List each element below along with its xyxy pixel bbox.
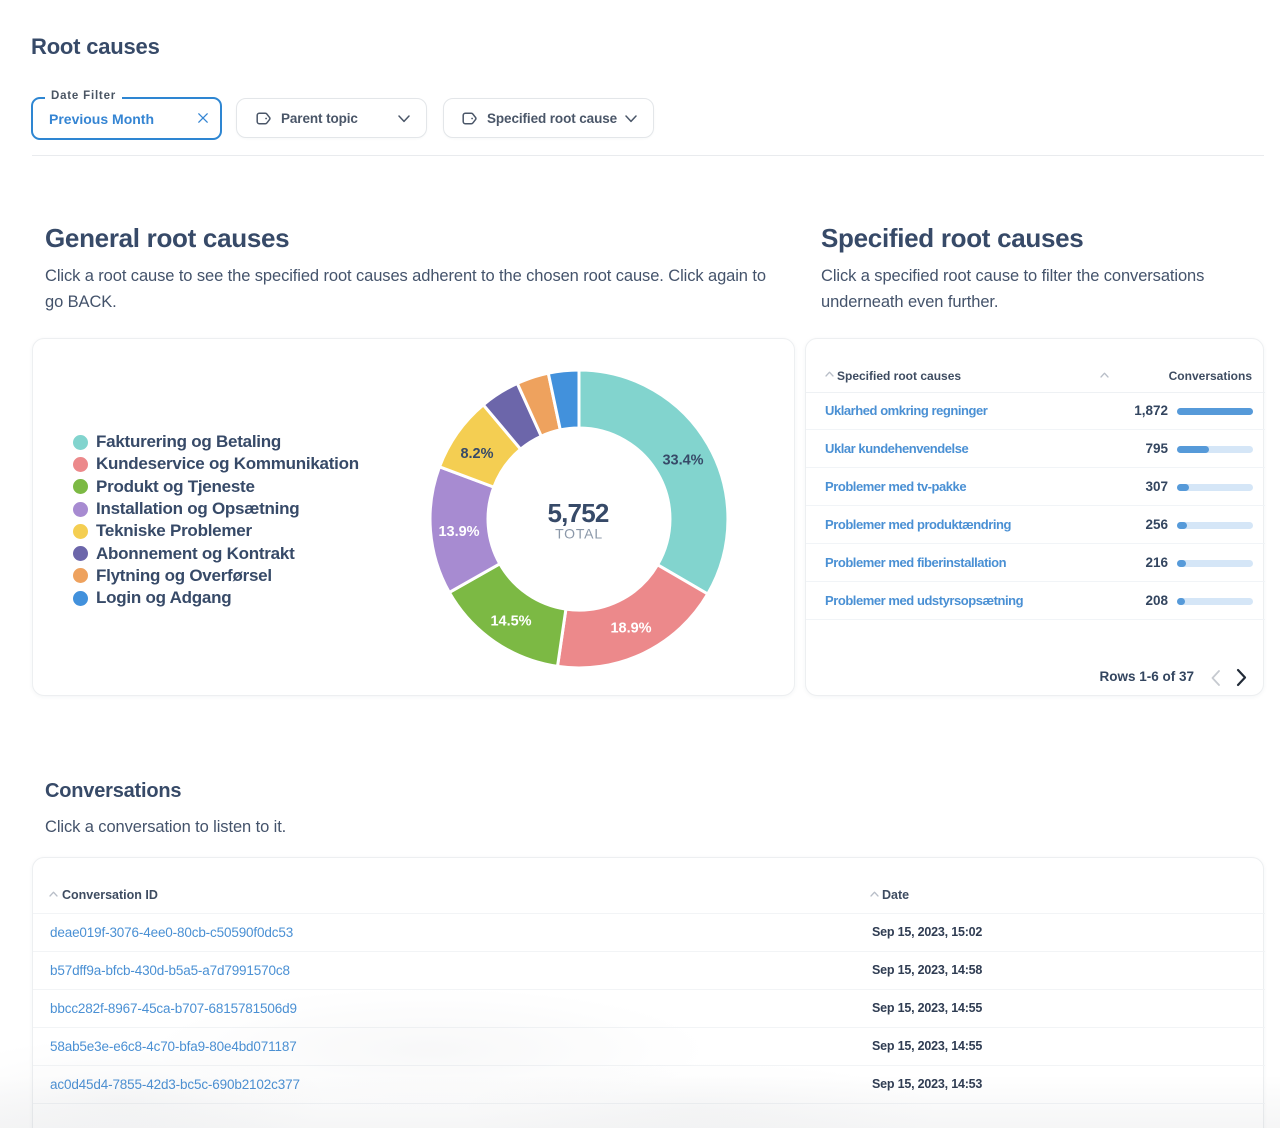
svg-text:13.9%: 13.9%: [438, 524, 479, 540]
svg-text:33.4%: 33.4%: [662, 453, 703, 469]
svg-text:TOTAL: TOTAL: [555, 526, 603, 542]
svg-text:18.9%: 18.9%: [610, 621, 651, 637]
svg-text:8.2%: 8.2%: [460, 446, 493, 462]
svg-text:14.5%: 14.5%: [490, 614, 531, 630]
svg-text:5,752: 5,752: [547, 498, 608, 528]
